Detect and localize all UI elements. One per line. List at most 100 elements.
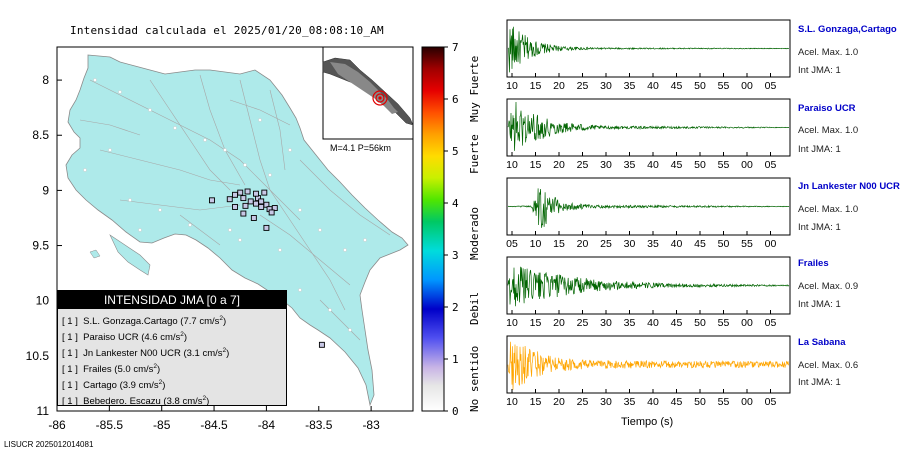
time-tick-label: 15 — [530, 317, 542, 329]
time-tick-label: 35 — [624, 396, 636, 408]
colorbar-tick: 0 — [452, 405, 459, 418]
time-tick-label: 10 — [506, 396, 518, 408]
station-int-jma: Int JMA: 1 — [798, 65, 841, 76]
time-tick-label: 20 — [553, 396, 565, 408]
legend-unit-exp: 2 — [158, 379, 163, 386]
legend-pga: 3.1 — [186, 348, 200, 360]
x-tick-label: -83.5 — [305, 418, 333, 432]
waveform — [507, 101, 790, 151]
time-tick-label: 35 — [624, 80, 636, 92]
legend-unit-exp: 2 — [219, 315, 224, 322]
time-tick-label: 55 — [718, 159, 730, 171]
time-tick-label: 10 — [506, 159, 518, 171]
seismogram-panels: 10 15 20 25 30 35 40 45 50 55 00 05 10 15 20 25 30 35 40 45… — [506, 19, 791, 408]
category-no-sentido: No sentido — [468, 346, 481, 412]
epicenter-ring-inner — [375, 93, 385, 103]
time-tick-label: 35 — [647, 238, 659, 250]
colorbar-tick: 5 — [452, 145, 459, 158]
time-tick-label: 35 — [624, 159, 636, 171]
time-tick-label: 20 — [553, 159, 565, 171]
magnitude-depth-label: M=4.1 P=56km — [330, 143, 392, 153]
waveform — [507, 266, 790, 307]
station-title: Paraiso UCR — [798, 103, 856, 114]
y-tick-label: 9 — [42, 183, 49, 197]
legend-pga: 3.9 — [122, 380, 136, 392]
station-marker — [232, 203, 238, 210]
station-int-jma: Int JMA: 1 — [798, 377, 841, 388]
station-marker — [252, 200, 259, 207]
time-tick-label: 50 — [694, 80, 706, 92]
costa-rica-land — [65, 54, 409, 407]
category-debil: Debil — [468, 292, 481, 325]
time-tick-label: 05 — [765, 396, 777, 408]
legend-item: [ 1 ] Cartago (3.9 cm/s2) — [62, 379, 166, 392]
legend-item: [ 1 ] Paraiso UCR (4.6 cm/s2) — [62, 331, 188, 344]
time-tick-label: 25 — [577, 396, 589, 408]
station-marker — [209, 197, 215, 204]
time-tick-label: 30 — [600, 80, 612, 92]
legend-station: Paraiso UCR — [83, 332, 139, 344]
category-fuerte: Fuerte — [468, 134, 481, 174]
time-tick-label: 15 — [530, 396, 542, 408]
time-tick-label: 35 — [624, 317, 636, 329]
time-tick-label: 15 — [530, 159, 542, 171]
legend-pga: 7.7 — [183, 316, 197, 328]
station-max-accel: Acel. Max. 1.0 — [798, 125, 859, 136]
time-tick-label: 45 — [671, 317, 683, 329]
time-tick-label: 45 — [671, 396, 683, 408]
time-tick-label: 55 — [718, 396, 730, 408]
station-marker — [242, 202, 249, 209]
time-tick-label: 40 — [647, 317, 659, 329]
road-network — [79, 74, 391, 341]
legend-pga: 5.0 — [117, 364, 131, 376]
station-max-accel: Acel. Max. 1.0 — [798, 47, 859, 58]
time-tick-label: 15 — [553, 238, 565, 250]
legend-unit: cm/s — [202, 348, 223, 360]
time-tick-label: 45 — [671, 159, 683, 171]
station-marker — [247, 198, 254, 205]
station-marker — [263, 224, 270, 231]
station-marker — [263, 201, 270, 208]
x-tick-label: -84.5 — [200, 418, 228, 432]
time-tick-label: 15 — [530, 80, 542, 92]
footer-id: LISUCR 2025012014081 — [4, 440, 94, 449]
time-tick-label: 30 — [600, 396, 612, 408]
time-tick-label: 30 — [624, 238, 636, 250]
station-marker — [226, 196, 233, 203]
station-title: Jn Lankester N00 UCR — [798, 181, 900, 192]
station-marker — [240, 210, 247, 217]
station-max-accel: Acel. Max. 0.6 — [798, 360, 859, 371]
legend-level: [ 1 ] — [62, 396, 78, 408]
station-marker — [232, 191, 238, 198]
legend-level: [ 1 ] — [62, 380, 78, 392]
seismogram-panel: 10 15 20 25 30 35 40 45 50 55 00 05 — [506, 19, 791, 92]
legend-pga: 4.6 — [144, 332, 158, 344]
seismogram-panel: 10 15 20 25 30 35 40 45 50 55 00 05 — [506, 335, 791, 408]
station-marker — [318, 341, 325, 348]
station-marker — [240, 195, 247, 202]
x-axis-label: Tiempo (s) — [621, 416, 674, 428]
station-int-jma: Int JMA: 1 — [798, 144, 841, 155]
station-marker — [252, 190, 259, 197]
legend-unit-exp: 2 — [222, 347, 227, 354]
time-tick-label: 45 — [671, 80, 683, 92]
station-max-accel: Acel. Max. 1.0 — [798, 204, 859, 215]
time-tick-label: 55 — [741, 238, 753, 250]
legend-item: [ 1 ] S.L. Gonzaga.Cartago (7.7 cm/s2) — [62, 315, 227, 328]
time-tick-label: 40 — [671, 238, 683, 250]
time-tick-label: 40 — [647, 396, 659, 408]
station-marker — [258, 203, 265, 210]
legend-level: [ 1 ] — [62, 364, 78, 376]
station-int-jma: Int JMA: 1 — [798, 299, 841, 310]
time-tick-label: 50 — [694, 317, 706, 329]
x-tick-label: -86 — [48, 418, 66, 432]
time-tick-label: 45 — [694, 238, 706, 250]
station-marker — [237, 189, 244, 196]
legend-station: Frailes — [83, 364, 112, 376]
time-tick-label: 10 — [506, 80, 518, 92]
time-tick-label: 20 — [553, 80, 565, 92]
time-tick-label: 50 — [718, 238, 730, 250]
time-tick-label: 10 — [530, 238, 542, 250]
seismogram-panel: 10 15 20 25 30 35 40 45 50 55 00 05 — [506, 256, 791, 329]
